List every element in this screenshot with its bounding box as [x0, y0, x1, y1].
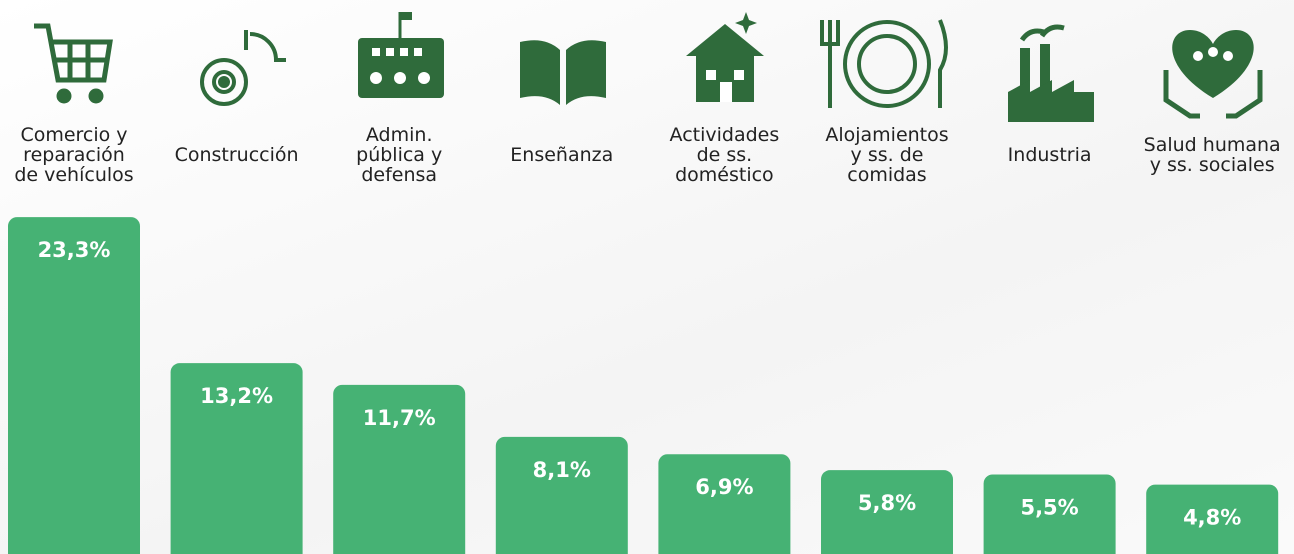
category-label: Alojamientos y ss. de comidas [825, 124, 949, 186]
bar [8, 217, 140, 554]
icon-plate [820, 19, 948, 108]
icon-gear [200, 30, 286, 106]
category-label: Industria [1007, 144, 1092, 166]
category-label: Enseñanza [510, 144, 614, 166]
bar [821, 470, 953, 554]
value-label: 13,2% [200, 384, 273, 408]
category-label: Construcción [174, 144, 299, 166]
bar [983, 474, 1116, 554]
icon-book [520, 40, 606, 106]
value-label: 6,9% [695, 475, 753, 499]
value-label: 23,3% [38, 238, 111, 262]
category-label: Admin. pública y defensa [356, 124, 443, 186]
value-label: 5,5% [1020, 495, 1078, 519]
icon-building [358, 12, 444, 98]
value-label: 8,1% [533, 458, 591, 482]
bar [170, 363, 303, 554]
icon-house [686, 12, 764, 102]
icon-factory [1008, 24, 1094, 122]
category-label: Actividades de ss. doméstico [669, 124, 780, 186]
bar [333, 384, 466, 554]
value-label: 4,8% [1183, 506, 1241, 530]
value-label: 5,8% [858, 491, 916, 515]
category-label: Comercio y reparación de vehículos [14, 124, 134, 186]
icon-cart [34, 23, 113, 104]
bar [1146, 484, 1279, 554]
value-label: 11,7% [363, 406, 436, 430]
bar [495, 436, 628, 554]
category-label: Salud humana y ss. sociales [1143, 134, 1281, 176]
icon-health [1163, 30, 1263, 119]
bar [658, 454, 791, 554]
